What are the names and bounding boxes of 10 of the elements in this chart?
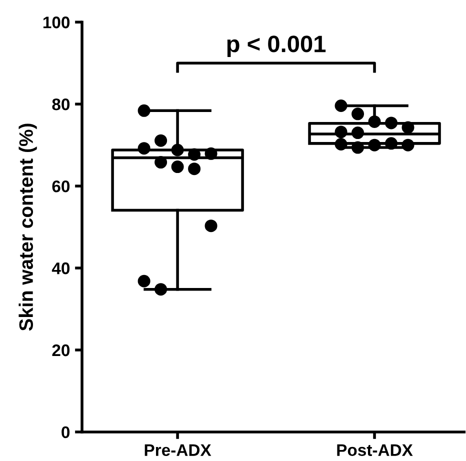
y-tick-label: 60 [52, 180, 70, 192]
y-axis-title: Skin water content (%) [18, 124, 37, 331]
annotation: p < 0.001 [227, 36, 326, 57]
y-tick-label: 100 [43, 16, 70, 28]
x-tick-label: Pre-ADX [144, 444, 212, 456]
y-tick-label: 0 [62, 426, 70, 438]
x-tick-label: Post-ADX [337, 444, 413, 456]
y-tick-label: 20 [52, 344, 70, 356]
y-tick-label: 40 [52, 262, 70, 274]
y-tick-label: 80 [52, 98, 70, 110]
